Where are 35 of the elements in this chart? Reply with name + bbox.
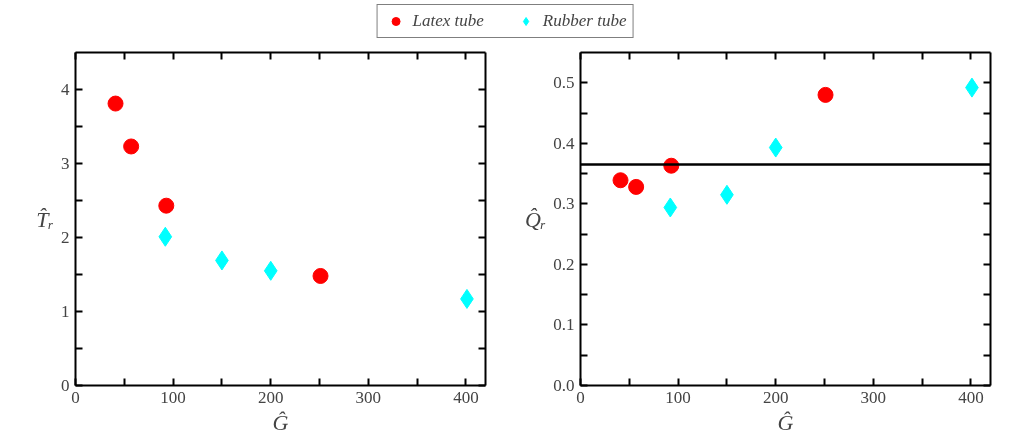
point: [817, 86, 834, 103]
y-tick-label: 0.3: [553, 194, 575, 214]
x-tick-label: 100: [160, 387, 186, 407]
y-tick-label: 0.4: [553, 133, 575, 153]
point: [663, 197, 678, 218]
point: [123, 138, 140, 155]
point: [628, 178, 645, 195]
x-tick-label: 200: [257, 387, 284, 407]
point: [768, 137, 783, 158]
y-tick-label: 0.5: [553, 73, 575, 93]
x-axis-title: Ĝ: [777, 409, 794, 435]
y-axis-title: T̂ᵣ: [36, 206, 55, 232]
y-tick-label: 4: [61, 80, 70, 99]
y-axis-title: Q̂ᵣ: [524, 206, 547, 232]
point: [612, 172, 629, 189]
x-axis-title: Ĝ: [272, 409, 289, 435]
x-tick-label: 400: [453, 387, 479, 407]
y-tick-label: 3: [61, 154, 70, 173]
x-tick-label: 300: [355, 387, 382, 407]
point: [312, 267, 329, 284]
y-tick-label: 2: [61, 228, 70, 247]
legend-label: Rubber tube: [542, 11, 627, 31]
point: [158, 197, 175, 214]
x-tick-label: 300: [860, 387, 887, 407]
point: [107, 95, 124, 112]
point: [158, 226, 173, 247]
y-tick-label: 1: [61, 302, 70, 321]
x-tick-label: 400: [958, 387, 984, 407]
y-tick-label: 0.0: [553, 376, 575, 395]
legend-label: Latex tube: [412, 11, 484, 31]
point: [263, 260, 278, 281]
x-tick-label: 100: [665, 387, 691, 407]
y-tick-label: 0.2: [553, 254, 575, 274]
x-tick-label: 200: [762, 387, 789, 407]
y-tick-label: 0.1: [553, 315, 575, 335]
